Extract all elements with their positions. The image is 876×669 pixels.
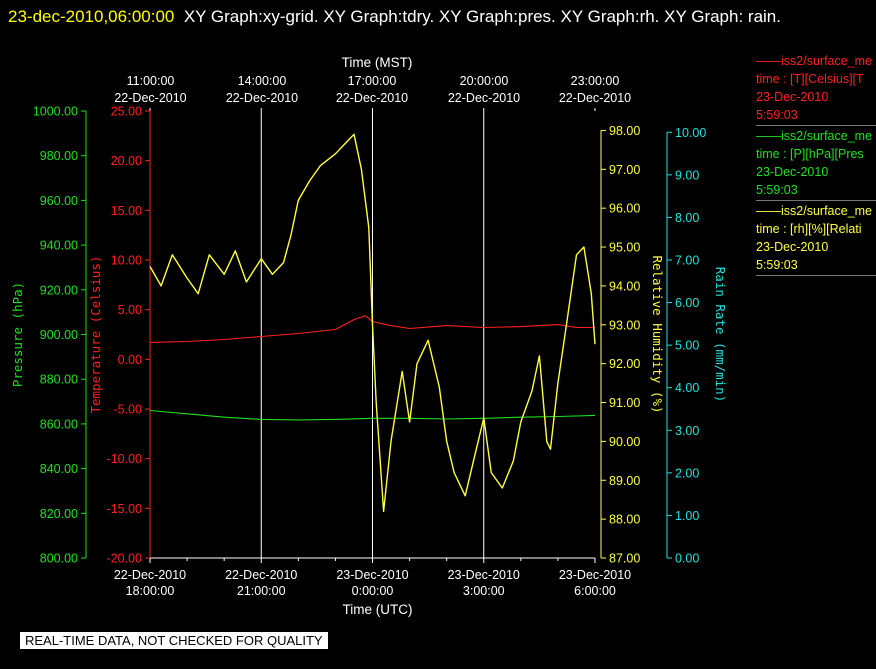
- x-bottom-tick-date: 22-Dec-2010: [225, 568, 297, 582]
- x-top-tick-time: 14:00:00: [238, 74, 287, 88]
- chart-series: [149, 133, 596, 513]
- series-pressure: [149, 409, 596, 421]
- temperature-axis-label: Temperature (Celsius): [88, 255, 103, 413]
- pressure-tick-label: 1000.00: [33, 105, 78, 119]
- pressure-tick-label: 920.00: [40, 283, 78, 297]
- temperature-tick-label: -5.00: [114, 403, 143, 417]
- legend-label: time : [T][Celsius][T: [756, 72, 864, 86]
- legend-time: 5:59:03: [756, 258, 798, 272]
- legend-label: time : [P][hPa][Pres: [756, 147, 864, 161]
- series-humidity: [149, 133, 596, 513]
- x-bottom-tick-date: 23-Dec-2010: [559, 568, 631, 582]
- temperature-tick-label: 15.00: [111, 204, 142, 218]
- humidity-tick-label: 92.00: [609, 357, 640, 371]
- rain-tick-label: 1.00: [675, 509, 699, 523]
- temperature-tick-label: -20.00: [107, 552, 142, 566]
- legend-date: 23-Dec-2010: [756, 165, 829, 179]
- x-top-tick-date: 22-Dec-2010: [336, 91, 408, 105]
- x-top-tick-date: 22-Dec-2010: [559, 91, 631, 105]
- rain-tick-label: 4.00: [675, 381, 699, 395]
- rain-tick-label: 8.00: [675, 211, 699, 225]
- temperature-tick-label: 5.00: [118, 303, 142, 317]
- pressure-tick-label: 980.00: [40, 149, 78, 163]
- humidity-tick-label: 87.00: [609, 552, 640, 566]
- humidity-tick-label: 91.00: [609, 396, 640, 410]
- legend-line: ——iss2/surface_me: [756, 129, 873, 143]
- humidity-tick-label: 89.00: [609, 474, 640, 488]
- rain-tick-label: 9.00: [675, 168, 699, 182]
- rain-tick-label: 10.00: [675, 126, 706, 140]
- humidity-axis-label: Relative Humidity (%): [650, 255, 665, 413]
- pressure-tick-label: 900.00: [40, 328, 78, 342]
- pressure-tick-label: 960.00: [40, 194, 78, 208]
- temperature-tick-label: 25.00: [111, 105, 142, 119]
- rain-tick-label: 2.00: [675, 466, 699, 480]
- x-top-tick-date: 22-Dec-2010: [114, 91, 186, 105]
- x-bottom-tick-date: 23-Dec-2010: [336, 568, 408, 582]
- temperature-tick-label: 10.00: [111, 254, 142, 268]
- pressure-tick-label: 840.00: [40, 462, 78, 476]
- legend-date: 23-Dec-2010: [756, 90, 829, 104]
- x-top-tick-time: 17:00:00: [348, 74, 397, 88]
- x-bottom-tick-time: 3:00:00: [463, 584, 505, 598]
- rain-tick-label: 5.00: [675, 339, 699, 353]
- temperature-tick-label: -10.00: [107, 452, 142, 466]
- pressure-axis-label: Pressure (hPa): [10, 282, 25, 387]
- humidity-tick-label: 95.00: [609, 241, 640, 255]
- temperature-tick-label: 0.00: [118, 353, 142, 367]
- humidity-tick-label: 97.00: [609, 163, 640, 177]
- x-top-tick-date: 22-Dec-2010: [226, 91, 298, 105]
- legend-time: 5:59:03: [756, 108, 798, 122]
- x-bottom-tick-date: 23-Dec-2010: [448, 568, 520, 582]
- chart-axes: 22-Dec-2010 18:00:00 22-Dec-2010 21:00:00 23…: [10, 55, 728, 617]
- legend-date: 23-Dec-2010: [756, 240, 829, 254]
- humidity-tick-label: 93.00: [609, 318, 640, 332]
- pressure-tick-label: 860.00: [40, 417, 78, 431]
- x-bottom-tick-time: 0:00:00: [352, 584, 394, 598]
- legend-time: 5:59:03: [756, 183, 798, 197]
- x-bottom-tick-date: 22-Dec-2010: [114, 568, 186, 582]
- x-top-tick-time: 23:00:00: [571, 74, 620, 88]
- rain-tick-label: 3.00: [675, 424, 699, 438]
- rain-tick-label: 7.00: [675, 254, 699, 268]
- header-timestamp: 23-dec-2010,06:00:00: [8, 7, 175, 26]
- x-bottom-tick-time: 6:00:00: [574, 584, 616, 598]
- legend: ——iss2/surface_me time : [T][Celsius][T 23…: [756, 52, 876, 277]
- header-graphs: XY Graph:xy-grid. XY Graph:tdry. XY Grap…: [183, 7, 781, 26]
- temperature-tick-label: -15.00: [107, 502, 142, 516]
- rain-tick-label: 6.00: [675, 296, 699, 310]
- x-bottom-axis-label: Time (UTC): [343, 602, 413, 617]
- legend-label: time : [rh][%][Relati: [756, 222, 862, 236]
- x-top-tick-time: 11:00:00: [127, 74, 175, 88]
- quality-notice: REAL-TIME DATA, NOT CHECKED FOR QUALITY: [20, 632, 328, 649]
- temperature-tick-label: 20.00: [111, 154, 142, 168]
- pressure-tick-label: 940.00: [40, 239, 78, 253]
- humidity-tick-label: 94.00: [609, 279, 640, 293]
- rain-axis-label: Rain Rate (mm/min): [713, 267, 728, 402]
- x-top-axis-label: Time (MST): [342, 55, 413, 70]
- legend-line: ——iss2/surface_me: [756, 54, 873, 68]
- pressure-tick-label: 800.00: [40, 552, 78, 566]
- x-top-tick-time: 20:00:00: [460, 74, 509, 88]
- rain-tick-label: 0.00: [675, 552, 699, 566]
- x-bottom-tick-time: 18:00:00: [126, 584, 175, 598]
- x-bottom-tick-time: 21:00:00: [237, 584, 286, 598]
- pressure-tick-label: 820.00: [40, 507, 78, 521]
- humidity-tick-label: 96.00: [609, 202, 640, 216]
- humidity-tick-label: 88.00: [609, 513, 640, 527]
- legend-line: ——iss2/surface_me: [756, 204, 873, 218]
- humidity-tick-label: 90.00: [609, 435, 640, 449]
- x-top-tick-date: 22-Dec-2010: [448, 91, 520, 105]
- header-title: 23-dec-2010,06:00:00 XY Graph:xy-grid. X…: [8, 3, 868, 30]
- pressure-tick-label: 880.00: [40, 373, 78, 387]
- humidity-tick-label: 98.00: [609, 124, 640, 138]
